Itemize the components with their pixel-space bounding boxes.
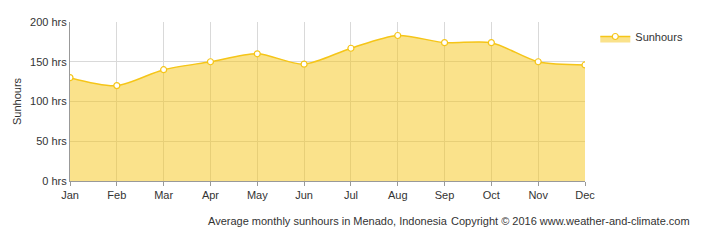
svg-text:Sep: Sep bbox=[435, 189, 455, 201]
svg-text:Aug: Aug bbox=[388, 189, 408, 201]
svg-text:Jun: Jun bbox=[295, 189, 313, 201]
svg-text:Dec: Dec bbox=[575, 189, 595, 201]
svg-text:0 hrs: 0 hrs bbox=[42, 175, 67, 187]
svg-text:150 hrs: 150 hrs bbox=[30, 56, 67, 68]
svg-text:Jan: Jan bbox=[61, 189, 79, 201]
svg-text:Average monthly sunhours in Me: Average monthly sunhours in Menado, Indo… bbox=[208, 215, 448, 227]
svg-text:100 hrs: 100 hrs bbox=[30, 95, 67, 107]
svg-text:Apr: Apr bbox=[202, 189, 219, 201]
svg-text:Copyright © 2016 www.weather-a: Copyright © 2016 www.weather-and-climate… bbox=[451, 215, 690, 227]
svg-text:Jul: Jul bbox=[344, 189, 358, 201]
svg-text:May: May bbox=[247, 189, 268, 201]
svg-text:Nov: Nov bbox=[528, 189, 548, 201]
svg-text:Sunhours: Sunhours bbox=[11, 77, 23, 125]
svg-text:Oct: Oct bbox=[483, 189, 500, 201]
svg-text:Feb: Feb bbox=[107, 189, 126, 201]
svg-text:50 hrs: 50 hrs bbox=[36, 135, 67, 147]
svg-text:200 hrs: 200 hrs bbox=[30, 16, 67, 28]
svg-text:Sunhours: Sunhours bbox=[635, 31, 683, 43]
svg-text:Mar: Mar bbox=[154, 189, 173, 201]
